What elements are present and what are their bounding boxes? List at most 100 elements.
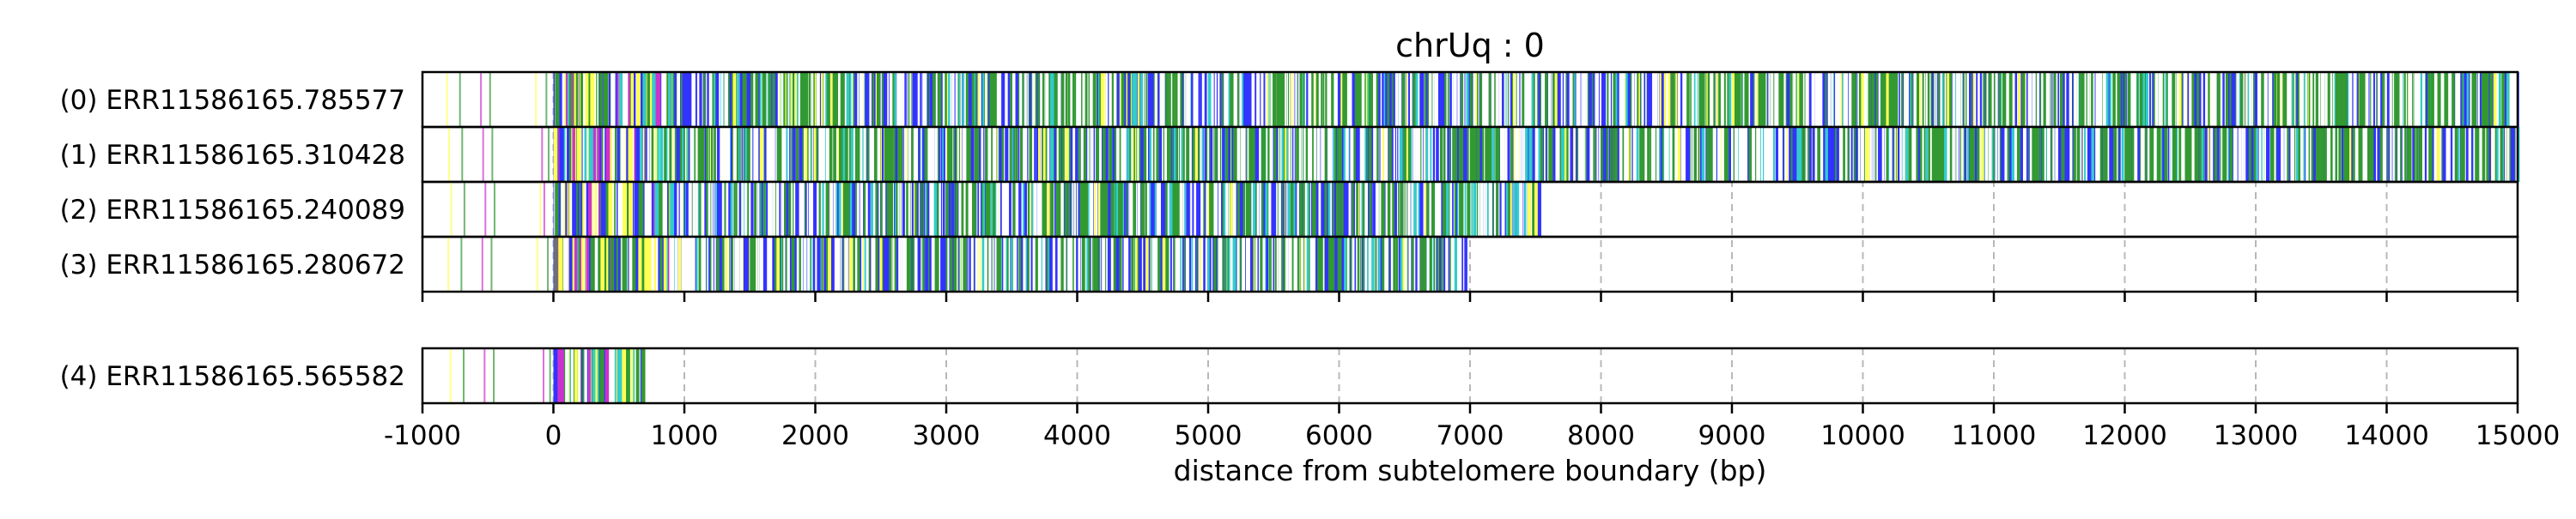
base-stripe [2125,127,2129,182]
base-stripe [2225,72,2226,127]
base-stripe [1538,127,1540,182]
base-stripe [883,182,885,237]
base-stripe [2475,72,2476,127]
base-stripe [1835,127,1837,182]
base-stripe [850,182,853,237]
base-stripe [1876,72,1878,127]
base-stripe [1831,72,1833,127]
base-stripe [1453,72,1456,127]
base-stripe [1535,72,1538,127]
base-stripe [1847,127,1849,182]
base-stripe [2366,127,2367,182]
base-stripe [945,72,947,127]
base-stripe [2079,72,2081,127]
base-stripe [1420,237,1423,292]
base-stripe [1202,127,1204,182]
base-stripe [1502,182,1505,237]
base-stripe [1678,127,1681,182]
base-stripe [877,72,879,127]
base-stripe [1133,72,1136,127]
base-stripe [1033,182,1036,237]
base-stripe [1023,127,1024,182]
base-stripe [2249,72,2251,127]
base-stripe [1993,127,1995,182]
base-stripe [1190,182,1192,237]
base-stripe [1673,72,1675,127]
base-stripe [562,72,565,127]
base-stripe [1957,127,1958,182]
base-stripe [1897,127,1898,182]
base-stripe [1601,127,1602,182]
base-stripe [1058,237,1061,292]
base-stripe [2333,72,2335,127]
base-stripe [1278,72,1281,127]
pre-boundary-mark [446,72,447,127]
base-stripe [983,127,984,182]
base-stripe [634,182,638,237]
base-stripe [2314,72,2316,127]
base-stripe [1189,127,1192,182]
base-stripe [720,127,722,182]
pre-boundary-mark [548,127,550,182]
base-stripe [570,182,572,237]
base-stripe [1937,72,1939,127]
base-stripe [1739,72,1741,127]
base-stripe [1172,72,1175,127]
base-stripe [960,127,962,182]
base-stripe [1194,72,1197,127]
base-stripe [2448,127,2450,182]
base-stripe [1009,237,1011,292]
base-stripe [1773,127,1775,182]
base-stripe [683,182,684,237]
base-stripe [2065,72,2066,127]
base-stripe [1817,127,1820,182]
base-stripe [1024,127,1027,182]
base-stripe [1410,72,1413,127]
base-stripe [776,237,780,292]
base-stripe [884,237,886,292]
base-stripe [889,237,891,292]
base-stripe [954,182,955,237]
base-stripe [2486,72,2488,127]
base-stripe [724,182,726,237]
read-track: (1) ERR11586165.310428 [60,127,2520,182]
base-stripe [1765,127,1769,182]
base-stripe [1040,237,1042,292]
base-stripe [919,182,920,237]
base-stripe [882,127,884,182]
base-stripe [750,237,753,292]
base-stripe [1961,127,1964,182]
base-stripe [960,237,962,292]
base-stripe [2306,127,2308,182]
base-stripe [934,182,938,237]
base-stripe [1406,237,1407,292]
base-stripe [1446,237,1448,292]
base-stripe [1775,72,1777,127]
base-stripe [1727,127,1728,182]
base-stripe [2492,127,2495,182]
base-stripe [1750,72,1753,127]
base-stripe [1544,127,1546,182]
base-stripe [833,182,835,237]
base-stripe [948,72,950,127]
base-stripe [2166,72,2167,127]
base-stripe [560,127,564,182]
base-stripe [785,72,786,127]
base-stripe [645,237,650,292]
base-stripe [967,182,968,237]
base-stripe [920,127,921,182]
base-stripe [969,182,972,237]
base-stripe [1820,127,1823,182]
base-stripe [2044,127,2046,182]
base-stripe [786,237,787,292]
base-stripe [1399,72,1401,127]
base-stripe [1783,72,1785,127]
base-stripe [1384,237,1386,292]
base-stripe [1138,72,1139,127]
base-stripe [1260,182,1261,237]
base-stripe [1713,127,1716,182]
base-stripe [569,237,573,292]
base-stripe [1418,237,1420,292]
base-stripe [1443,127,1445,182]
base-stripe [900,182,901,237]
